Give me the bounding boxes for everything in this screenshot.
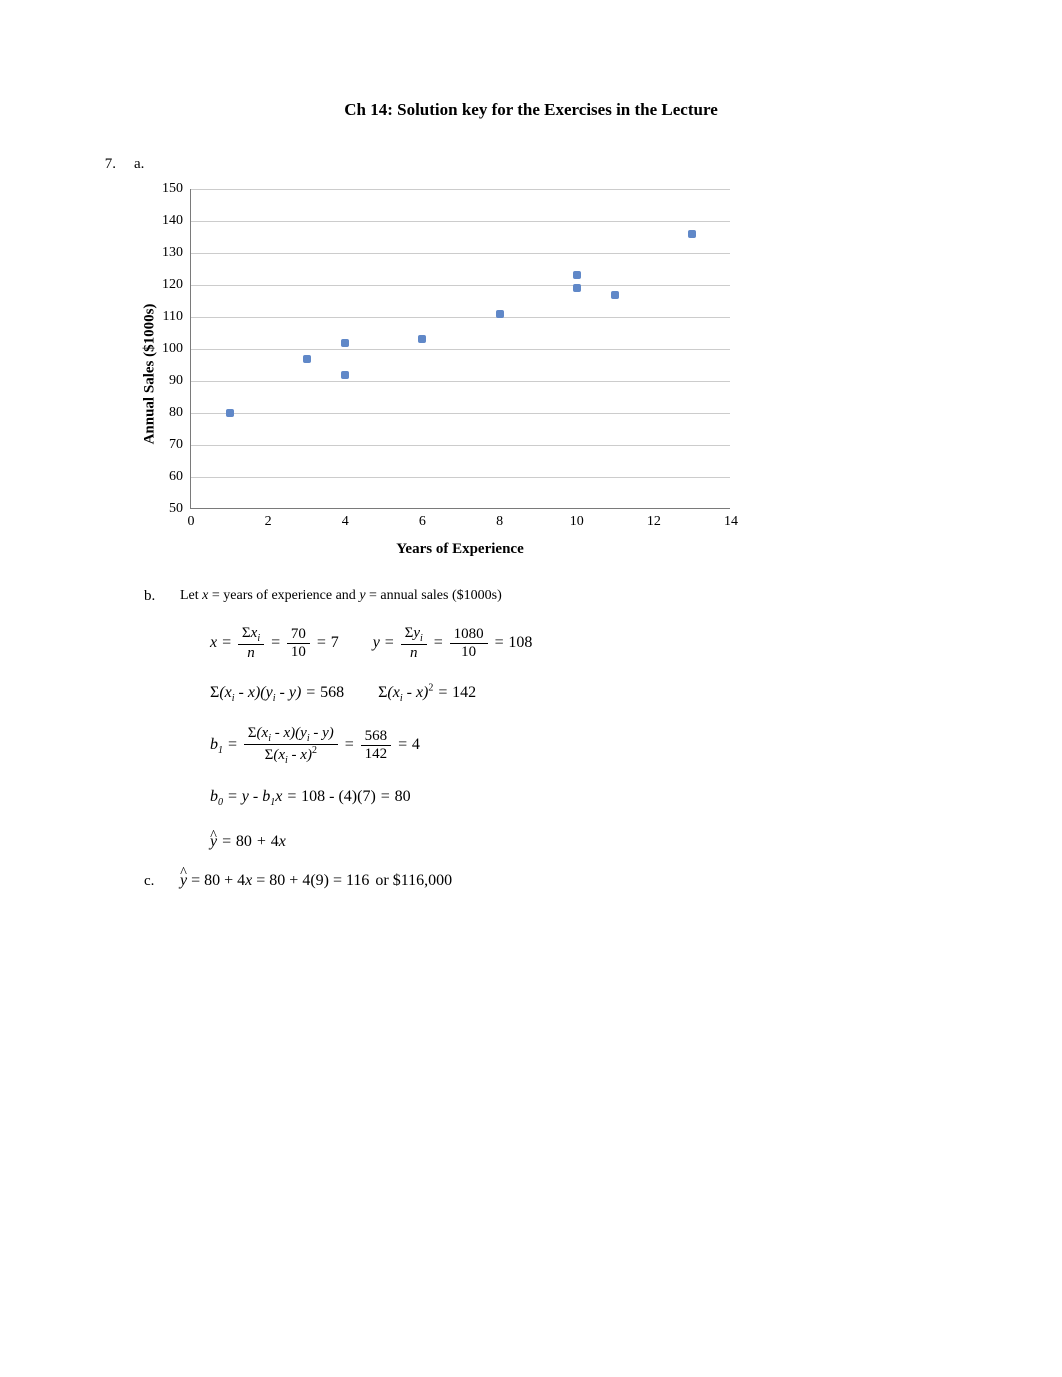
y-tick: 130 xyxy=(162,245,191,261)
gridline xyxy=(191,221,730,222)
x-tick: 4 xyxy=(342,508,349,530)
y-tick: 120 xyxy=(162,277,191,293)
q7a-row: 7. a. xyxy=(90,156,972,173)
data-point xyxy=(573,284,581,292)
part-b-row: b. Let x = years of experience and y = a… xyxy=(144,588,972,605)
q7a-letter: a. xyxy=(134,156,152,173)
data-point xyxy=(418,335,426,343)
pb-t2: = years of experience and xyxy=(208,588,359,603)
x-tick: 8 xyxy=(496,508,503,530)
y-tick: 70 xyxy=(169,437,191,453)
part-c-expr: y = 80 + 4x = 80 + 4(9) = 116 or $116,00… xyxy=(180,872,452,890)
b1-den: 142 xyxy=(361,746,392,763)
pc-or: or $116,000 xyxy=(375,872,452,889)
sums-row: Σ(xi - x)(yi - y) = 568 Σ(xi - x)2 = 142 xyxy=(210,680,972,707)
part-c-letter: c. xyxy=(144,873,162,890)
y-tick: 60 xyxy=(169,469,191,485)
pc-mid: = 80 + 4(9) = 116 xyxy=(252,872,369,889)
b1-val: 4 xyxy=(412,736,420,753)
data-point xyxy=(341,371,349,379)
b0-b1: (4)(7) xyxy=(338,788,375,805)
x-tick: 6 xyxy=(419,508,426,530)
x-tick: 2 xyxy=(265,508,272,530)
gridline xyxy=(191,317,730,318)
means-row: x = Σxin = 7010 = 7 y = Σyin = 108010 = … xyxy=(210,625,972,662)
scatter-chart: Annual Sales ($1000s) 506070809010011012… xyxy=(190,189,972,558)
gridline xyxy=(191,253,730,254)
gridline xyxy=(191,189,730,190)
q7-number: 7. xyxy=(90,156,116,173)
b0-y: 108 xyxy=(301,788,325,805)
y-tick: 150 xyxy=(162,181,191,197)
ybar-val: 108 xyxy=(508,634,532,651)
ybar-num: 1080 xyxy=(450,626,488,644)
yhat-c: 80 xyxy=(236,833,256,850)
y-tick: 90 xyxy=(169,373,191,389)
b1-num: 568 xyxy=(361,728,392,746)
b1-row: b1 = Σ(xi - x)(yi - y) Σ(xi - x)2 = 5681… xyxy=(210,725,972,766)
data-point xyxy=(303,355,311,363)
pb-t3: = annual sales ($1000s) xyxy=(366,588,502,603)
x-axis-label: Years of Experience xyxy=(190,541,730,558)
sxx: 142 xyxy=(452,684,476,701)
data-point xyxy=(573,271,581,279)
yhat-row: y = 80 + 4x xyxy=(210,829,972,855)
xbar-val: 7 xyxy=(331,634,339,651)
gridline xyxy=(191,413,730,414)
data-point xyxy=(341,339,349,347)
y-tick: 110 xyxy=(163,309,191,325)
y-tick: 140 xyxy=(162,213,191,229)
gridline xyxy=(191,349,730,350)
gridline xyxy=(191,477,730,478)
x-tick: 10 xyxy=(570,508,584,530)
page-title: Ch 14: Solution key for the Exercises in… xyxy=(90,100,972,120)
pb-t1: Let xyxy=(180,588,202,603)
data-point xyxy=(688,230,696,238)
b0-row: b0 = y - b1x = 108 - (4)(7) = 80 xyxy=(210,784,972,811)
x-tick: 12 xyxy=(647,508,661,530)
b0-val: 80 xyxy=(395,788,411,805)
data-point xyxy=(496,310,504,318)
xbar-den: 10 xyxy=(287,644,310,661)
pc-lhs: = 80 + 4 xyxy=(191,872,245,889)
y-tick: 80 xyxy=(169,405,191,421)
y-axis-label: Annual Sales ($1000s) xyxy=(142,303,159,444)
plot-area: 506070809010011012013014015002468101214 xyxy=(190,189,730,509)
y-tick: 100 xyxy=(162,341,191,357)
data-point xyxy=(226,409,234,417)
math-derivation: x = Σxin = 7010 = 7 y = Σyin = 108010 = … xyxy=(210,625,972,854)
gridline xyxy=(191,381,730,382)
gridline xyxy=(191,285,730,286)
yhat-s: 4 xyxy=(271,833,279,850)
ybar-den: 10 xyxy=(457,644,480,661)
xbar-num: 70 xyxy=(287,626,310,644)
sxy: 568 xyxy=(320,684,344,701)
part-b-letter: b. xyxy=(144,588,162,605)
data-point xyxy=(611,291,619,299)
x-tick: 14 xyxy=(724,508,738,530)
part-b-text: Let x = years of experience and y = annu… xyxy=(180,588,502,605)
x-tick: 0 xyxy=(188,508,195,530)
part-c-row: c. y = 80 + 4x = 80 + 4(9) = 116 or $116… xyxy=(144,872,972,890)
gridline xyxy=(191,445,730,446)
